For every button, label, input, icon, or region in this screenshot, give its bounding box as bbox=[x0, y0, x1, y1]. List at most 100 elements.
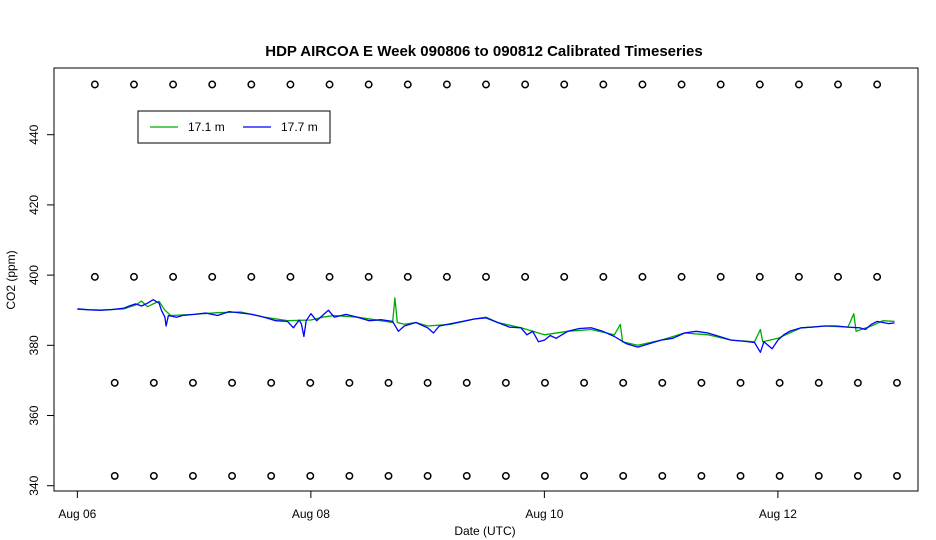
x-tick-label: Aug 08 bbox=[292, 507, 330, 521]
open-circle-marker bbox=[403, 80, 412, 89]
open-circle-marker bbox=[501, 378, 510, 387]
y-tick-label: 340 bbox=[27, 475, 41, 495]
open-circle-marker bbox=[834, 272, 842, 281]
open-circle-marker bbox=[541, 378, 549, 387]
open-circle-marker bbox=[580, 471, 589, 480]
open-circle-marker bbox=[90, 80, 99, 89]
open-circle-marker bbox=[442, 272, 451, 281]
open-circle-marker bbox=[893, 471, 901, 480]
open-circle-marker bbox=[345, 378, 354, 387]
open-circle-marker bbox=[384, 378, 393, 387]
open-circle-marker bbox=[814, 378, 823, 387]
open-circle-marker bbox=[853, 378, 862, 387]
open-circle-marker bbox=[873, 272, 882, 281]
open-circle-marker bbox=[208, 80, 217, 89]
open-circle-marker bbox=[501, 471, 510, 480]
open-circle-marker bbox=[736, 378, 745, 387]
y-tick-label: 440 bbox=[27, 124, 41, 144]
open-circle-marker bbox=[716, 80, 725, 89]
open-circle-marker bbox=[755, 272, 764, 281]
open-circle-marker bbox=[619, 471, 628, 480]
open-circle-marker bbox=[423, 471, 432, 480]
open-circle-marker bbox=[130, 80, 138, 89]
open-circle-marker bbox=[638, 80, 647, 89]
x-axis-label: Date (UTC) bbox=[454, 524, 515, 538]
open-circle-marker bbox=[247, 272, 256, 281]
open-circle-marker bbox=[110, 378, 119, 387]
open-circle-marker bbox=[110, 471, 119, 480]
open-circle-marker bbox=[619, 378, 628, 387]
open-circle-marker bbox=[442, 80, 451, 89]
open-circle-marker bbox=[755, 80, 764, 89]
open-circle-marker bbox=[521, 80, 530, 89]
open-circle-marker bbox=[188, 378, 197, 387]
y-axis: 340 360 380 400 420 440 bbox=[27, 124, 55, 496]
open-circle-marker bbox=[482, 272, 490, 281]
open-circle-marker bbox=[208, 272, 217, 281]
open-circle-marker bbox=[677, 80, 686, 89]
open-circle-marker bbox=[364, 80, 373, 89]
open-circle-marker bbox=[384, 471, 393, 480]
open-circle-marker bbox=[873, 80, 882, 89]
open-circle-marker bbox=[364, 272, 373, 281]
open-circle-marker bbox=[169, 80, 178, 89]
open-circle-marker bbox=[658, 471, 667, 480]
open-circle-marker bbox=[599, 80, 608, 89]
open-circle-marker bbox=[228, 471, 237, 480]
open-circle-marker bbox=[306, 378, 315, 387]
open-circle-marker bbox=[599, 272, 608, 281]
chart-title: HDP AIRCOA E Week 090806 to 090812 Calib… bbox=[265, 43, 702, 60]
x-tick-label: Aug 10 bbox=[525, 507, 563, 521]
legend: 17.1 m 17.7 m bbox=[137, 110, 331, 144]
open-circle-marker bbox=[462, 471, 471, 480]
open-circle-marker bbox=[423, 378, 432, 387]
open-circle-marker bbox=[247, 80, 256, 89]
y-axis-label: CO2 (ppm) bbox=[4, 250, 18, 309]
open-circle-marker bbox=[580, 378, 589, 387]
open-circle-marker bbox=[794, 272, 803, 281]
y-tick-label: 400 bbox=[27, 265, 41, 285]
open-circle-marker bbox=[90, 272, 99, 281]
open-circle-marker bbox=[228, 378, 237, 387]
open-circle-marker bbox=[169, 272, 178, 281]
open-circle-marker bbox=[188, 471, 197, 480]
open-circle-marker bbox=[130, 272, 138, 281]
open-circle-marker bbox=[638, 272, 647, 281]
open-circle-marker bbox=[677, 272, 686, 281]
open-circle-marker bbox=[541, 471, 549, 480]
x-tick-label: Aug 06 bbox=[58, 507, 96, 521]
open-circle-marker bbox=[325, 272, 334, 281]
open-circle-marker bbox=[853, 471, 862, 480]
open-circle-marker bbox=[775, 378, 784, 387]
series-line-17-1-m bbox=[77, 297, 895, 346]
open-circle-marker bbox=[462, 378, 471, 387]
open-circle-marker bbox=[560, 272, 569, 281]
open-circle-marker bbox=[560, 80, 569, 89]
open-circle-marker bbox=[893, 378, 901, 387]
series-line-17-7-m bbox=[77, 299, 895, 353]
open-circle-marker bbox=[834, 80, 842, 89]
open-circle-marker bbox=[149, 471, 158, 480]
open-circle-marker bbox=[736, 471, 745, 480]
marker-layer bbox=[90, 80, 901, 480]
y-tick-label: 380 bbox=[27, 335, 41, 355]
open-circle-marker bbox=[775, 471, 784, 480]
open-circle-marker bbox=[325, 80, 334, 89]
legend-label-17-1m: 17.1 m bbox=[188, 120, 225, 134]
series-layer bbox=[77, 297, 895, 353]
open-circle-marker bbox=[814, 471, 823, 480]
open-circle-marker bbox=[697, 378, 706, 387]
open-circle-marker bbox=[658, 378, 667, 387]
open-circle-marker bbox=[286, 272, 295, 281]
legend-label-17-7m: 17.7 m bbox=[281, 120, 318, 134]
open-circle-marker bbox=[403, 272, 412, 281]
open-circle-marker bbox=[521, 272, 530, 281]
open-circle-marker bbox=[286, 80, 295, 89]
open-circle-marker bbox=[697, 471, 706, 480]
x-axis: Aug 06 Aug 08 Aug 10 Aug 12 bbox=[58, 490, 797, 521]
open-circle-marker bbox=[482, 80, 490, 89]
open-circle-marker bbox=[267, 471, 276, 480]
y-tick-label: 360 bbox=[27, 405, 41, 425]
open-circle-marker bbox=[345, 471, 354, 480]
